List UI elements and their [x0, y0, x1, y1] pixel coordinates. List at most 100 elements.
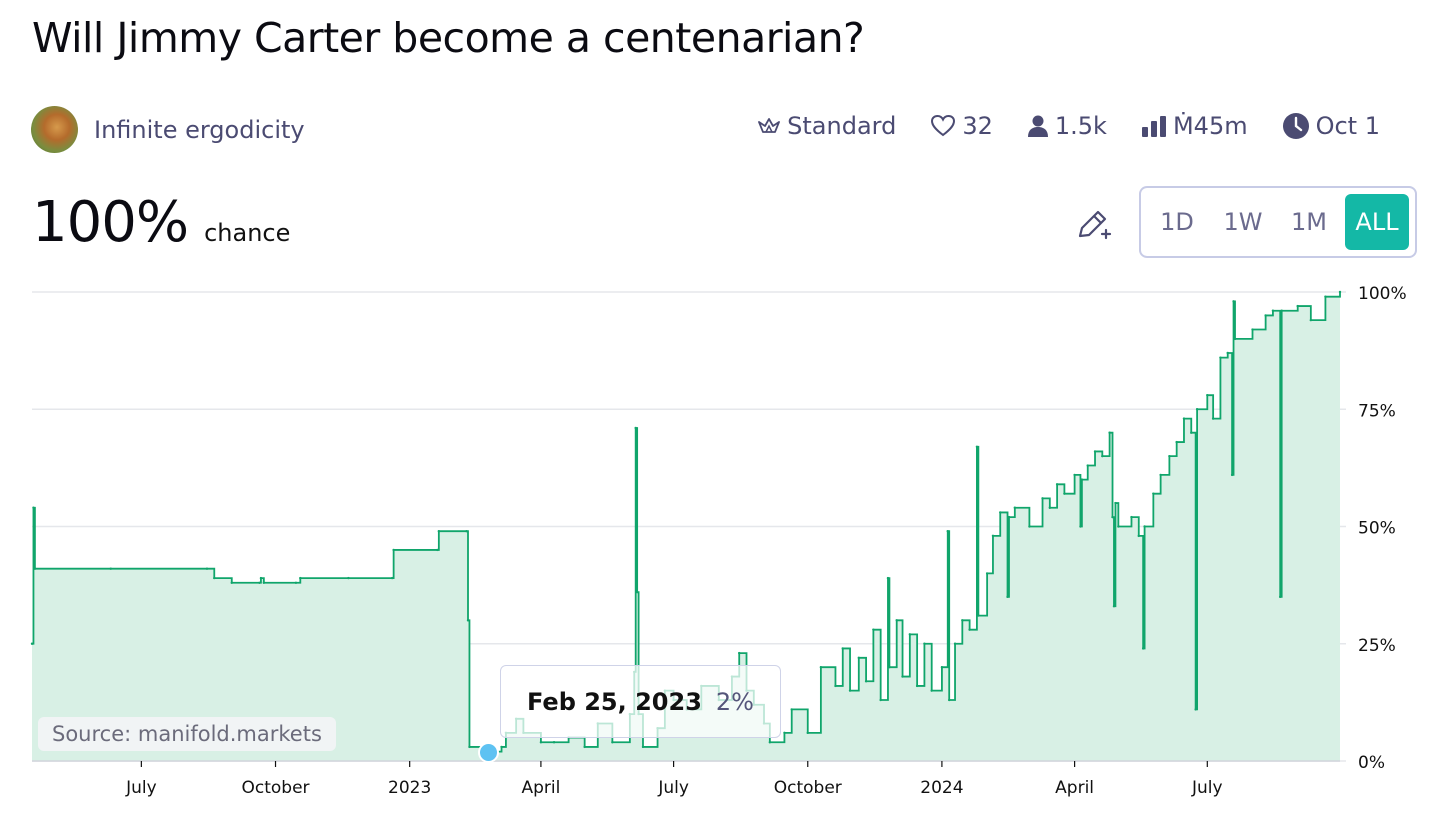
data-point — [1080, 478, 1084, 481]
data-point — [1251, 328, 1254, 331]
data-point — [1111, 515, 1114, 519]
range-1d-button[interactable]: 1D — [1147, 194, 1207, 250]
x-tick-label: October — [241, 778, 309, 798]
data-point — [1182, 417, 1186, 420]
data-point — [1233, 337, 1237, 341]
hover-point[interactable] — [478, 742, 499, 763]
data-point — [347, 576, 350, 580]
data-point — [888, 666, 891, 669]
data-point — [583, 745, 586, 749]
data-point — [1309, 318, 1313, 322]
data-point — [468, 745, 471, 749]
probability-value: 100% — [32, 190, 189, 255]
data-point — [30, 642, 34, 645]
x-tick-label: April — [1055, 778, 1094, 798]
data-point — [1206, 393, 1209, 397]
x-tick-label: July — [125, 778, 157, 798]
y-tick-label: 50% — [1358, 519, 1396, 539]
data-point — [940, 666, 944, 669]
likes[interactable]: 32 — [930, 112, 993, 140]
creator-info[interactable]: Infinite ergodicity — [31, 106, 305, 153]
data-point — [1296, 304, 1299, 308]
data-point — [634, 426, 637, 430]
data-point — [259, 576, 263, 580]
data-point — [991, 534, 995, 538]
x-tick-label: 2023 — [388, 778, 431, 798]
crown-icon — [758, 118, 781, 133]
data-point — [1175, 440, 1178, 444]
data-point — [930, 689, 933, 692]
x-tick-label: April — [521, 778, 560, 798]
range-1m-button[interactable]: 1M — [1279, 194, 1339, 250]
data-point — [1195, 408, 1199, 411]
data-point — [848, 689, 852, 692]
data-point — [834, 684, 837, 688]
range-1w-button[interactable]: 1W — [1213, 194, 1273, 250]
data-point — [1079, 525, 1082, 528]
data-point — [999, 511, 1002, 514]
data-point — [923, 642, 926, 645]
data-point — [1168, 454, 1171, 458]
data-point — [901, 675, 904, 678]
data-point — [946, 529, 949, 533]
data-point — [1264, 314, 1267, 317]
data-point — [1338, 290, 1342, 294]
data-point — [1324, 295, 1327, 298]
creator-avatar[interactable] — [31, 106, 78, 153]
volume[interactable]: Ṁ45m — [1141, 112, 1248, 140]
data-point — [1114, 501, 1117, 505]
data-point — [968, 628, 971, 631]
data-point — [886, 576, 890, 580]
data-point — [33, 567, 37, 570]
traders-count: 1.5k — [1054, 112, 1107, 140]
data-point — [1086, 464, 1089, 467]
data-point — [908, 633, 912, 636]
data-point — [1063, 492, 1066, 495]
data-point — [1280, 309, 1283, 312]
data-point — [977, 614, 980, 617]
data-point — [641, 745, 645, 749]
x-tick-label: July — [657, 778, 689, 798]
data-point — [1271, 309, 1275, 312]
data-point — [436, 548, 439, 552]
data-point — [738, 651, 741, 655]
market-type[interactable]: Standard — [757, 112, 896, 140]
data-point — [975, 445, 979, 448]
probability-label: chance — [204, 219, 291, 247]
data-point — [1048, 506, 1052, 509]
data-point — [864, 680, 868, 683]
range-all-button[interactable]: ALL — [1345, 194, 1409, 250]
probability-area — [32, 292, 1340, 761]
data-point — [1093, 450, 1097, 453]
data-point — [1117, 525, 1120, 528]
data-point — [539, 741, 543, 744]
data-point — [213, 576, 216, 580]
add-annotation-button[interactable] — [1074, 206, 1112, 244]
bar-chart-icon — [1141, 116, 1166, 137]
data-point — [872, 628, 875, 631]
data-point — [1230, 473, 1234, 477]
probability-chart[interactable]: 0% 25% 50% 75% 100% July October 2023 April July O… — [0, 270, 1456, 825]
volume-amount: Ṁ45m — [1172, 112, 1248, 140]
heart-icon — [931, 114, 956, 137]
data-point — [109, 567, 112, 570]
data-point — [205, 567, 209, 570]
close-date[interactable]: Oct 1 — [1282, 112, 1380, 140]
data-point — [1141, 647, 1145, 650]
probability-display: 100% chance — [32, 190, 290, 255]
traders[interactable]: 1.5k — [1027, 112, 1107, 140]
data-point — [783, 731, 786, 735]
data-point — [1006, 595, 1009, 599]
data-point — [841, 647, 844, 650]
data-point — [1041, 497, 1044, 500]
data-point — [1028, 525, 1031, 528]
data-point — [1190, 431, 1193, 434]
data-point — [895, 619, 898, 622]
data-point — [953, 642, 957, 645]
creator-name[interactable]: Infinite ergodicity — [94, 115, 305, 144]
data-point — [915, 684, 919, 688]
clock-icon — [1282, 113, 1309, 139]
data-point — [262, 581, 266, 584]
data-point — [1194, 708, 1197, 711]
chart-tooltip: Feb 25, 2023 2% — [500, 665, 781, 738]
